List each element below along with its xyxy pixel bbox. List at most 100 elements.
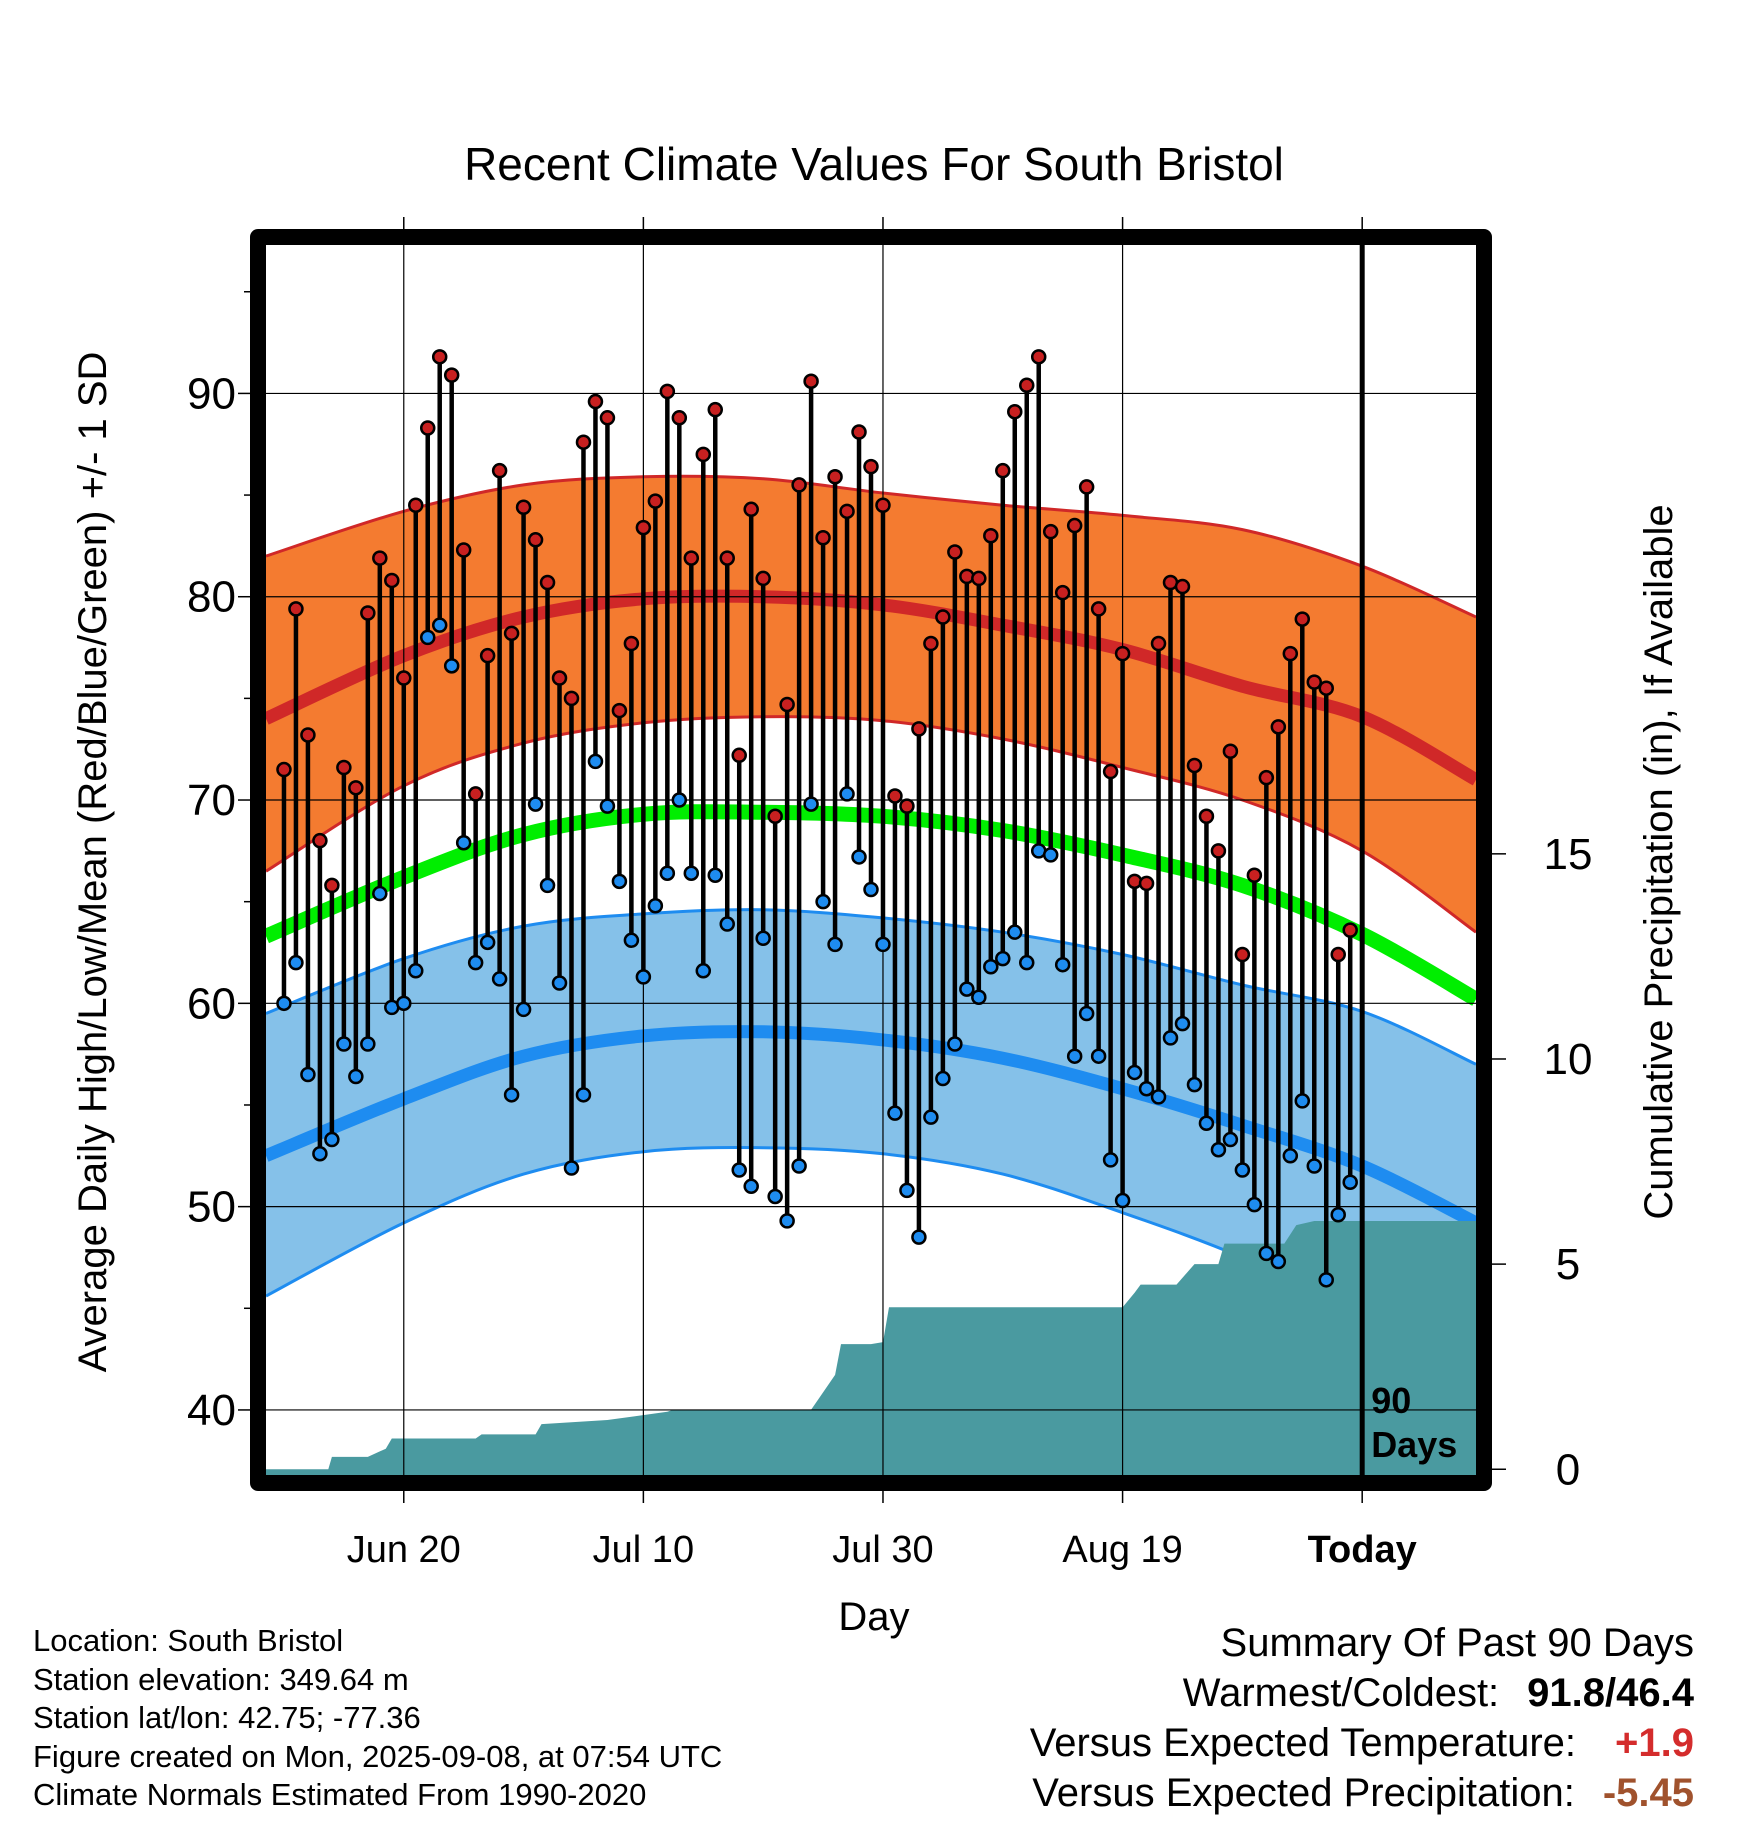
daily-low-point — [671, 792, 688, 808]
daily-low-point — [1138, 1080, 1155, 1097]
daily-high-point — [923, 635, 939, 652]
x-tick-label: Jul 30 — [832, 1529, 933, 1571]
daily-low-point — [755, 930, 771, 947]
daily-high-point — [1007, 403, 1023, 420]
daily-high-point — [899, 798, 915, 814]
daily-high-point — [1102, 763, 1119, 780]
daily-low-point — [372, 885, 388, 902]
daily-low-point — [851, 849, 867, 865]
daily-low-point — [623, 932, 640, 949]
daily-low-point — [1294, 1093, 1311, 1109]
chart-title: Recent Climate Values For South Bristol — [464, 138, 1284, 190]
x-tick-label: Jul 10 — [593, 1529, 694, 1571]
daily-low-point — [396, 995, 412, 1012]
plot-frame — [250, 229, 1492, 1491]
temp-departure-label: Versus Expected Temperature: — [1029, 1721, 1576, 1765]
daily-low-point — [791, 1158, 807, 1174]
daily-high-point — [408, 497, 424, 513]
daily-high-point — [276, 761, 292, 778]
daily-high-point — [875, 497, 891, 513]
precip-departure-label: Versus Expected Precipitation: — [1032, 1771, 1575, 1815]
daily-low-point — [995, 950, 1011, 967]
daily-low-point — [312, 1146, 328, 1162]
location-text: Location: South Bristol — [33, 1623, 344, 1658]
daily-low-point — [1090, 1048, 1107, 1064]
normal-low-band — [266, 909, 1476, 1349]
y-tick-label: 80 — [187, 573, 236, 622]
daily-high-point — [360, 605, 376, 621]
warmest-coldest-value: 91.8/46.4 — [1527, 1671, 1694, 1715]
daily-high-point — [1210, 843, 1227, 859]
daily-high-point — [1078, 479, 1095, 495]
daily-low-point — [1246, 1196, 1263, 1213]
daily-low-point — [1078, 1005, 1095, 1022]
daily-low-point — [515, 1001, 532, 1018]
daily-low-point — [324, 1131, 340, 1148]
daily-high-point — [755, 570, 771, 587]
daily-low-point — [563, 1160, 580, 1176]
daily-low-point — [1042, 847, 1059, 863]
daily-high-point — [1066, 517, 1083, 534]
daily-high-point — [995, 462, 1011, 479]
warmest-coldest-label: Warmest/Coldest: — [1182, 1671, 1500, 1715]
daily-low-point — [360, 1036, 376, 1052]
x-tick-label: Today — [1308, 1529, 1417, 1571]
daily-high-point — [1306, 674, 1323, 690]
daily-high-point — [1090, 601, 1107, 617]
daily-low-point — [491, 971, 508, 987]
daily-high-point — [983, 527, 999, 544]
daily-low-point — [1018, 954, 1035, 971]
daily-low-point — [1318, 1272, 1334, 1288]
temp-departure-value: +1.9 — [1615, 1721, 1694, 1765]
daily-low-point — [1102, 1152, 1119, 1168]
daily-low-point — [899, 1182, 915, 1199]
daily-high-point — [947, 544, 963, 560]
daily-low-point — [288, 954, 304, 971]
daily-low-point — [1234, 1162, 1251, 1178]
daily-low-point — [408, 963, 424, 979]
daily-high-point — [372, 550, 388, 566]
daily-low-point — [647, 897, 664, 914]
temp-departure-row: Versus Expected Temperature: +1.9 — [1030, 1718, 1694, 1768]
x-tick-label: Jun 20 — [347, 1529, 461, 1571]
daily-high-point — [611, 702, 628, 719]
daily-low-point — [1282, 1148, 1299, 1164]
daily-low-point — [803, 796, 819, 812]
daily-low-point — [539, 877, 556, 894]
daily-high-point — [1174, 578, 1191, 595]
daily-low-point — [527, 796, 544, 812]
daily-low-point — [419, 629, 436, 646]
daily-low-point — [479, 934, 496, 951]
daily-high-point — [851, 424, 867, 440]
daily-low-point — [503, 1087, 520, 1103]
daily-low-point — [983, 958, 999, 975]
y2-tick-label: 15 — [1544, 830, 1593, 879]
precip-departure-row: Versus Expected Precipitation: -5.45 — [1030, 1768, 1694, 1818]
daily-high-point — [1318, 680, 1334, 696]
daily-low-point — [455, 834, 472, 851]
daily-low-point — [779, 1213, 795, 1229]
daily-high-point — [1150, 635, 1167, 652]
daily-low-point — [923, 1109, 939, 1125]
daily-low-point — [599, 798, 616, 814]
daily-low-point — [1306, 1158, 1323, 1174]
summary-panel: Summary Of Past 90 Days Warmest/Coldest:… — [1030, 1618, 1694, 1818]
y2-tick-label: 0 — [1556, 1445, 1580, 1494]
daily-high-point — [1186, 757, 1203, 774]
today-label-line1: 90 — [1371, 1380, 1411, 1421]
daily-low-point — [1054, 956, 1071, 973]
daily-low-point — [659, 865, 676, 881]
daily-high-point — [431, 349, 448, 365]
daily-high-point — [288, 601, 304, 617]
y2-axis-title: Cumulative Precipitation (in), If Availa… — [1637, 504, 1681, 1219]
daily-low-point — [767, 1188, 783, 1205]
x-tick-label: Aug 19 — [1062, 1529, 1182, 1571]
daily-low-point — [887, 1105, 903, 1121]
daily-low-point — [1066, 1048, 1083, 1064]
daily-high-point — [743, 501, 759, 518]
daily-low-point — [1330, 1207, 1346, 1223]
daily-high-point — [587, 393, 604, 410]
daily-high-point — [455, 542, 472, 558]
